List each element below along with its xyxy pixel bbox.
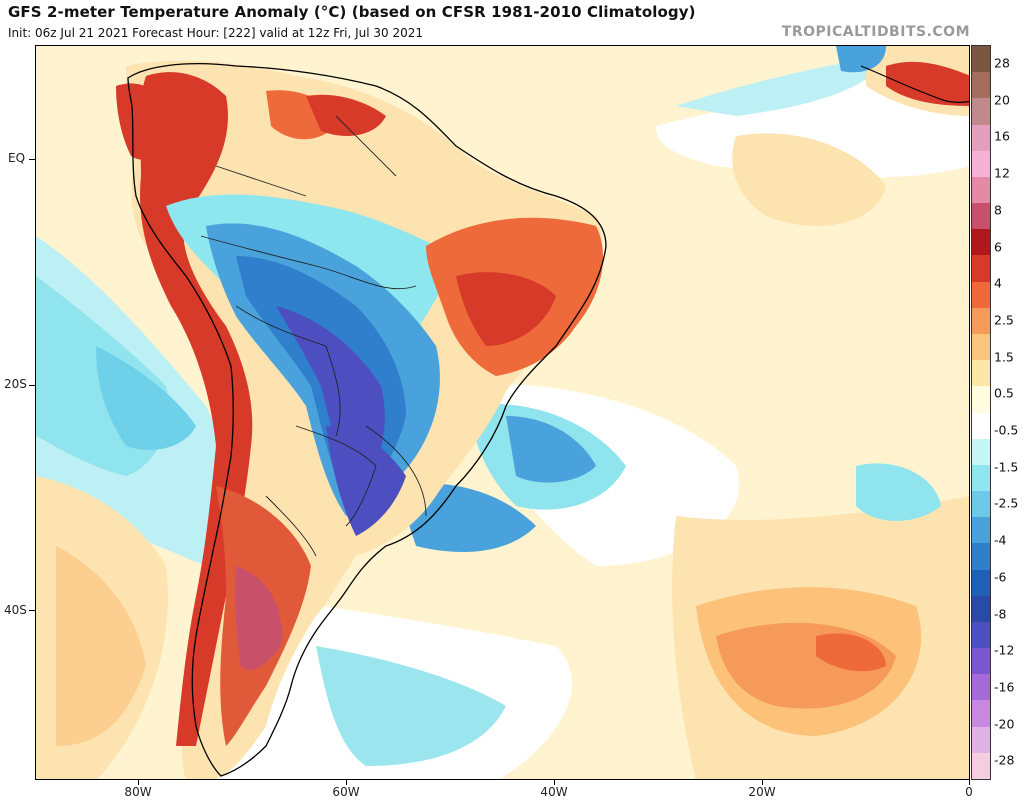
colorbar-segment xyxy=(972,543,990,571)
colorbar-segment xyxy=(972,98,990,126)
colorbar-segment xyxy=(972,517,990,544)
colorbar-segment xyxy=(972,595,990,623)
colorbar-segment xyxy=(972,726,990,754)
colorbar-label: -1.5 xyxy=(994,459,1019,475)
lat-label-20s: 20S xyxy=(4,377,27,391)
colorbar-label: 0.5 xyxy=(994,385,1014,401)
colorbar-segment xyxy=(972,569,990,597)
colorbar-segment xyxy=(972,464,990,492)
lon-tick-20w xyxy=(762,780,763,785)
lon-label-40w: 40W xyxy=(540,785,568,799)
colorbar-label: 1.5 xyxy=(994,349,1014,365)
colorbar-segment xyxy=(972,674,990,701)
colorbar-segment xyxy=(972,752,990,780)
colorbar-segment xyxy=(972,700,990,728)
chart-title: GFS 2-meter Temperature Anomaly (°C) (ba… xyxy=(8,3,696,21)
colorbar-segment xyxy=(972,491,990,518)
colorbar xyxy=(971,45,991,780)
chart-subtitle: Init: 06z Jul 21 2021 Forecast Hour: [22… xyxy=(8,26,424,40)
lat-label-eq: EQ xyxy=(8,151,26,165)
africa-coastline xyxy=(860,65,969,103)
ocean-shading xyxy=(36,46,969,779)
colorbar-label: -16 xyxy=(994,679,1015,695)
brand-watermark: TROPICALTIDBITS.COM xyxy=(781,24,970,40)
colorbar-label: 8 xyxy=(994,202,1002,218)
lat-tick-eq xyxy=(29,159,35,160)
colorbar-segment xyxy=(972,46,990,73)
colorbar-label: 2.5 xyxy=(994,312,1014,328)
colorbar-segment xyxy=(972,438,990,466)
colorbar-segment xyxy=(972,281,990,309)
colorbar-segment xyxy=(972,255,990,283)
lat-label-40s: 40S xyxy=(4,603,27,617)
lon-label-60w: 60W xyxy=(332,785,360,799)
lat-tick-40s xyxy=(29,610,35,611)
colorbar-label: -12 xyxy=(994,642,1015,658)
lon-tick-40w xyxy=(554,780,555,785)
colorbar-segment xyxy=(972,648,990,675)
lon-tick-60w xyxy=(346,780,347,785)
continent-shading xyxy=(116,60,604,779)
country-borders xyxy=(200,115,427,557)
colorbar-label: -4 xyxy=(994,532,1007,548)
colorbar-label: -20 xyxy=(994,716,1015,732)
colorbar-segment xyxy=(972,307,990,335)
colorbar-segment xyxy=(972,412,990,440)
colorbar-segment xyxy=(972,229,990,256)
colorbar-label: 28 xyxy=(994,55,1010,71)
colorbar-segment xyxy=(972,150,990,178)
colorbar-segment xyxy=(972,333,990,361)
colorbar-segment xyxy=(972,203,990,230)
colorbar-label: -2.5 xyxy=(994,495,1019,511)
colorbar-label: -6 xyxy=(994,569,1007,585)
colorbar-label: 6 xyxy=(994,239,1002,254)
colorbar-label: 20 xyxy=(994,92,1010,108)
lon-label-80w: 80W xyxy=(124,785,152,799)
lat-tick-20s xyxy=(29,385,35,386)
anomaly-map-svg xyxy=(36,46,969,779)
colorbar-label: 16 xyxy=(994,128,1010,144)
lon-tick-0 xyxy=(969,780,970,785)
colorbar-label: -28 xyxy=(994,752,1015,768)
lon-label-0: 0 xyxy=(965,785,973,799)
anomaly-map xyxy=(35,45,970,780)
colorbar-segment xyxy=(972,621,990,649)
lon-tick-80w xyxy=(138,780,139,785)
colorbar-label: 4 xyxy=(994,275,1002,291)
colorbar-label: -0.5 xyxy=(994,422,1019,438)
colorbar-segment xyxy=(972,72,990,99)
south-america-coastline xyxy=(127,62,607,777)
colorbar-label: 12 xyxy=(994,165,1010,181)
colorbar-segment xyxy=(972,360,990,387)
colorbar-segment xyxy=(972,176,990,204)
colorbar-segment xyxy=(972,386,990,413)
colorbar-segment xyxy=(972,124,990,152)
lon-label-20w: 20W xyxy=(748,785,776,799)
colorbar-label: -8 xyxy=(994,606,1007,621)
